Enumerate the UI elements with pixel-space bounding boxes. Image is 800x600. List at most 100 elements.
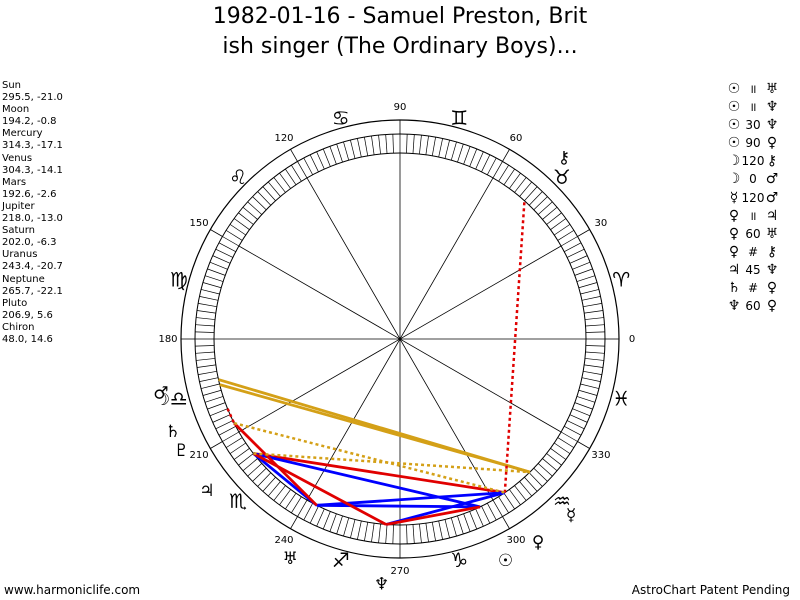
sign-boundary-tick [577,229,590,237]
planet-values: 314.3, -17.1 [2,140,63,152]
degree-tick [267,181,281,197]
degree-tick [542,458,558,472]
planet-values: 243.4, -20.7 [2,261,63,273]
cancer-sign-icon: ♋ [332,106,350,130]
degree-tick [572,408,591,417]
aspect-body-a: ♀ [728,225,740,242]
degree-tick [585,331,605,333]
degree-tick [583,303,602,308]
degree-tick [487,503,497,521]
degree-tick [204,275,224,282]
degree-tick [503,493,515,510]
degree-tick [218,426,236,436]
saturn-icon: ♄ [165,422,180,442]
degree-tick [537,463,553,477]
aspect-line-jupiter-venus [253,452,506,495]
title-line-1: 1982-01-16 - Samuel Preston, Brit [212,4,588,29]
sun-icon: ☉ [498,551,513,571]
degree-tick [585,351,605,354]
degree-label-300: 300 [506,535,525,546]
planet-values: 48.0, 14.6 [2,333,53,345]
planet-values: 295.5, -21.0 [2,92,63,104]
aspect-row: ☉ 90 ♀ [727,134,779,152]
aspect-symbol: # [747,281,759,296]
gemini-sign-icon: ♊ [450,106,468,130]
aspect-line-saturn-pluto [226,408,236,424]
zodiac-tick-ring [195,134,605,544]
degree-tick [209,261,228,270]
degree-label-0: 0 [629,334,635,345]
degree-tick [576,275,596,282]
degree-tick [584,317,604,320]
planet-values: 265.7, -22.1 [2,285,63,297]
aspect-body-a: ☉ [727,117,741,134]
aspect-row: ☉ 30 ♆ [727,116,779,134]
degree-tick [533,467,548,482]
degree-tick [580,383,599,389]
sign-boundary-tick [210,441,223,449]
degree-tick [564,242,582,252]
degree-tick [385,524,388,544]
degree-tick [322,148,331,167]
aquarius-sign-icon: ♒ [553,489,571,513]
degree-tick [196,310,216,314]
aspect-body-a: ☉ [727,81,741,97]
degree-tick [199,377,219,382]
degree-tick [576,396,596,403]
aspect-body-a: ♀ [728,207,740,224]
degree-tick [392,134,394,154]
aspect-symbol: 45 [745,262,761,277]
neptune-icon: ♆ [374,574,389,594]
planet-name: Mercury [2,128,43,140]
degree-tick [567,248,585,258]
degree-tick [492,161,503,179]
degree-tick [450,517,457,537]
degree-tick [343,517,350,537]
degree-tick [519,481,533,497]
degree-tick [438,138,443,158]
aspect-row: ♆ 60 ♀ [727,297,779,315]
aspect-row: ♀ # ⚷ [727,243,779,261]
degree-tick [463,513,471,532]
degree-tick [481,506,491,524]
degree-tick [444,140,450,159]
aspect-symbol: ॥ [749,100,757,115]
degree-tick [209,408,228,417]
degree-tick [225,437,243,448]
aspect-symbol: 90 [745,136,761,151]
degree-tick [303,503,313,521]
degree-tick [242,458,258,472]
aspect-body-b: ♅ [765,225,779,242]
planet-name: Mars [2,176,27,188]
degree-tick [554,442,571,454]
degree-tick [297,499,308,517]
degree-tick [201,289,220,295]
degree-tick [196,358,216,361]
degree-tick [233,448,250,460]
aspect-row: ☉ ॥ ♅ [727,80,779,98]
degree-tick [524,186,538,202]
degree-tick [207,402,226,410]
degree-tick [498,496,509,514]
degree-tick [279,489,291,506]
degree-tick [257,191,272,206]
sign-boundary-tick [290,516,298,529]
degree-tick [273,177,286,193]
planet-name: Neptune [2,273,45,285]
degree-tick [291,164,302,182]
planet-values: 206.9, 5.6 [2,309,53,321]
degree-tick [519,181,533,197]
degree-tick [509,172,521,189]
aspect-line-mars-mercury [218,378,531,474]
planet-values: 202.0, -6.3 [2,237,57,249]
footer-website[interactable]: www.harmoniclife.com [4,583,141,597]
planet-name: Sun [2,80,22,91]
aspect-body-a: ♆ [727,298,741,315]
moon-icon: ☽ [155,390,170,410]
aspect-row: ☿ 120 ♂ [727,189,779,207]
degree-tick [569,255,588,264]
degree-tick [550,218,567,230]
degree-tick [584,310,604,314]
aspect-body-b: ♆ [765,99,779,116]
